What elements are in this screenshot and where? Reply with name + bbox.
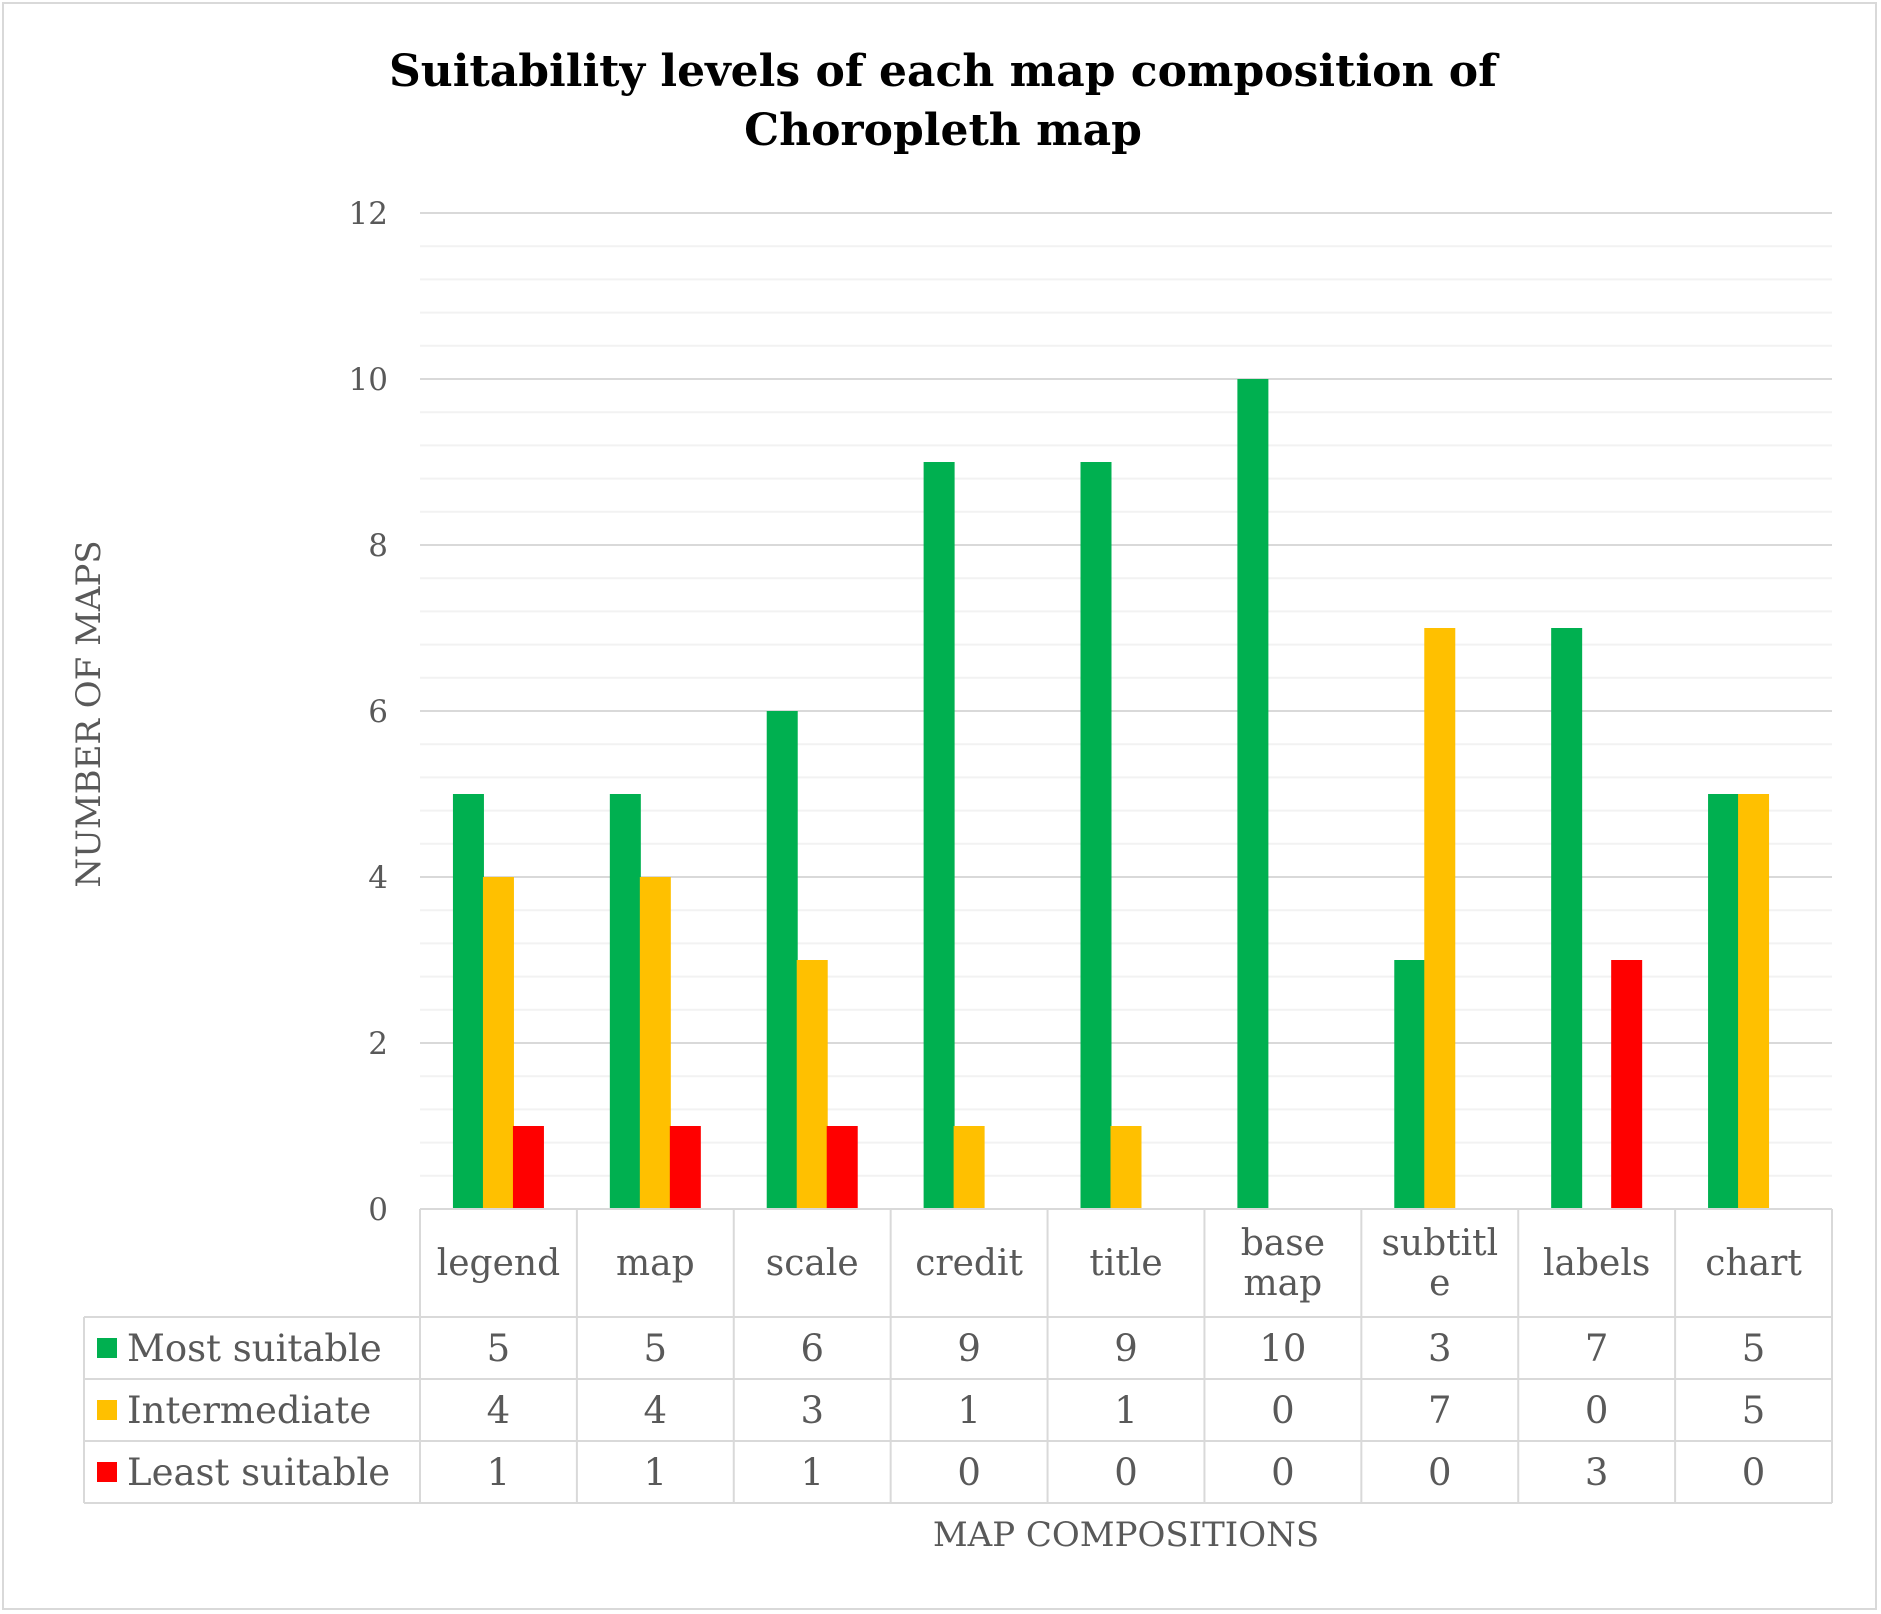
y-tick-label: 6 — [368, 694, 388, 730]
x-axis-title: MAP COMPOSITIONS — [933, 1515, 1319, 1555]
bar — [609, 794, 641, 1209]
table-value: 10 — [1259, 1327, 1306, 1370]
table-value: 7 — [1428, 1389, 1452, 1432]
bar — [452, 794, 484, 1209]
y-tick-label: 12 — [349, 196, 388, 232]
y-tick-label: 4 — [368, 860, 388, 896]
chart-canvas: Suitability levels of each map compositi… — [69, 46, 1833, 1555]
table-value: 0 — [1271, 1451, 1295, 1494]
table-value: 0 — [957, 1451, 981, 1494]
table-value: 0 — [1114, 1451, 1138, 1494]
bar — [766, 711, 798, 1209]
table-value: 9 — [1114, 1327, 1138, 1370]
bar — [1110, 1126, 1142, 1209]
bar — [1237, 379, 1269, 1209]
table-value: 4 — [644, 1389, 668, 1432]
table-value: 9 — [957, 1327, 981, 1370]
table-value: 3 — [800, 1389, 824, 1432]
chart-title-line: Suitability levels of each map compositi… — [389, 46, 1500, 97]
table-value: 6 — [800, 1327, 824, 1370]
legend-key — [97, 1338, 117, 1358]
y-tick-label: 8 — [368, 528, 388, 564]
y-tick-label: 10 — [349, 362, 388, 398]
category-label: credit — [915, 1243, 1023, 1284]
legend-key — [97, 1462, 117, 1482]
table-value: 5 — [1742, 1389, 1766, 1432]
table-value: 3 — [1428, 1327, 1452, 1370]
table-value: 0 — [1585, 1389, 1609, 1432]
bar — [1394, 960, 1426, 1209]
category-label: subtitl — [1381, 1223, 1498, 1264]
y-tick-label: 0 — [368, 1192, 388, 1228]
chart-title: Suitability levels of each map compositi… — [389, 46, 1500, 156]
category-label: scale — [766, 1243, 859, 1284]
bar — [669, 1126, 701, 1209]
chart-title-line: Choropleth map — [744, 105, 1142, 156]
table-value: 5 — [487, 1327, 511, 1370]
table-value: 0 — [1428, 1451, 1452, 1494]
table-value: 0 — [1742, 1451, 1766, 1494]
category-label: chart — [1705, 1243, 1802, 1284]
category-label: legend — [437, 1243, 560, 1284]
legend-key — [97, 1400, 117, 1420]
bar — [1080, 462, 1112, 1209]
bar — [1738, 794, 1770, 1209]
category-label: e — [1429, 1263, 1450, 1304]
bar — [1551, 628, 1583, 1209]
bars — [452, 379, 1770, 1209]
table-value: 3 — [1585, 1451, 1609, 1494]
bar — [953, 1126, 985, 1209]
table-value: 1 — [487, 1451, 511, 1494]
bar — [1708, 794, 1740, 1209]
bar — [796, 960, 828, 1209]
table-value: 5 — [1742, 1327, 1766, 1370]
series-name: Least suitable — [127, 1451, 390, 1494]
table-value: 0 — [1271, 1389, 1295, 1432]
bar — [1611, 960, 1643, 1209]
data-table: legend map scale credit title basemapsubtitle… — [83, 1208, 1833, 1504]
table-value: 7 — [1585, 1327, 1609, 1370]
table-value: 5 — [644, 1327, 668, 1370]
table-value: 1 — [1114, 1389, 1138, 1432]
bar — [512, 1126, 544, 1209]
bar — [1424, 628, 1456, 1209]
bar — [923, 462, 955, 1209]
bar — [826, 1126, 858, 1209]
table-value: 1 — [644, 1451, 668, 1494]
category-label: base — [1241, 1223, 1325, 1264]
y-axis-title: NUMBER OF MAPS — [69, 540, 109, 887]
series-name: Intermediate — [127, 1389, 371, 1432]
category-label: map — [1244, 1263, 1323, 1304]
bar — [482, 877, 514, 1209]
bar — [639, 877, 671, 1209]
y-axis-ticks: 0 2 4 6 8 10 12 — [349, 196, 388, 1228]
table-value: 1 — [800, 1451, 824, 1494]
series-name: Most suitable — [127, 1327, 382, 1370]
table-value: 4 — [487, 1389, 511, 1432]
table-value: 1 — [957, 1389, 981, 1432]
category-label: map — [616, 1243, 695, 1284]
category-label: title — [1089, 1243, 1162, 1284]
category-label: labels — [1543, 1243, 1650, 1284]
y-tick-label: 2 — [368, 1026, 388, 1062]
